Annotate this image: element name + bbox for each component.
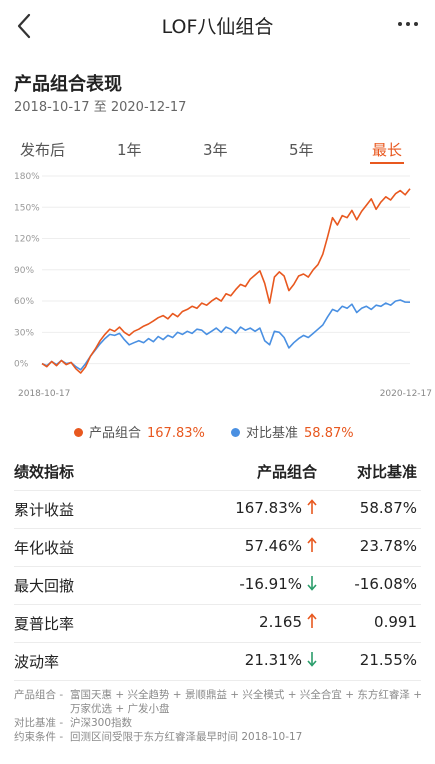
series-line-portfolio: [41, 188, 411, 374]
portfolio-value-text: 167.83%: [235, 499, 302, 517]
portfolio-value-text: 21.31%: [244, 651, 302, 669]
x-tick-label: 2020-12-17: [380, 389, 432, 399]
header-benchmark: 对比基准: [356, 463, 417, 481]
row-divider: [14, 566, 421, 567]
portfolio-value: 21.31%: [245, 651, 317, 669]
legend-benchmark-value: 58.87%: [304, 426, 354, 441]
y-tick-label: 30%: [14, 328, 34, 338]
series-line-benchmark: [41, 299, 411, 371]
chart-legend: 产品组合 167.83% 对比基准 58.87%: [0, 420, 435, 442]
arrow-up-icon: [307, 613, 317, 629]
tab-longest[interactable]: 最长: [372, 141, 403, 159]
footnote-key: 对比基准 -: [14, 717, 64, 729]
benchmark-value: 21.55%: [359, 651, 417, 669]
portfolio-value: 167.83%: [235, 499, 317, 517]
portfolio-value-text: 57.46%: [244, 537, 302, 555]
tab-since-launch[interactable]: 发布后: [20, 141, 66, 159]
arrow-down-icon: [307, 651, 317, 667]
arrow-down-icon: [307, 575, 317, 591]
nav-title: LOF八仙组合: [161, 16, 274, 38]
footnote-portfolio: 产品组合 - 富国天惠 + 兴全趋势 + 景顺鼎益 + 兴全模式 + 兴全合宜 …: [14, 688, 424, 716]
portfolio-value-text: -16.91%: [239, 575, 302, 593]
row-divider: [14, 528, 421, 529]
tab-5-year[interactable]: 5年: [289, 141, 314, 159]
benchmark-value: 0.991: [374, 613, 417, 631]
y-tick-label: 180%: [14, 172, 40, 182]
tab-3-year[interactable]: 3年: [203, 141, 228, 159]
table-row: 波动率 21.31% 21.55%: [0, 642, 435, 680]
legend-portfolio: 产品组合 167.83%: [74, 422, 205, 441]
portfolio-value: 57.46%: [245, 537, 317, 555]
more-icon[interactable]: [393, 10, 423, 38]
benchmark-value: 58.87%: [359, 499, 417, 517]
arrow-up-icon: [307, 537, 317, 553]
legend-benchmark-dot: [231, 428, 240, 437]
performance-chart[interactable]: 180% 150% 120% 90% 60% 30% 0% 2018-10-17 2020-12…: [0, 165, 435, 410]
y-tick-label: 60%: [14, 297, 34, 307]
footnote-key: 产品组合 -: [14, 689, 64, 701]
metric-label: 年化收益: [14, 539, 75, 557]
legend-portfolio-value: 167.83%: [147, 426, 205, 441]
y-tick-label: 0%: [14, 360, 29, 370]
benchmark-value: -16.08%: [354, 575, 417, 593]
date-separator: 至: [93, 100, 107, 115]
legend-portfolio-label: 产品组合: [89, 426, 142, 441]
footnote-key: 约束条件 -: [14, 731, 64, 743]
date-to: 2020-12-17: [110, 100, 187, 115]
legend-portfolio-dot: [74, 428, 83, 437]
legend-benchmark-label: 对比基准: [246, 426, 299, 441]
chart-svg: 180% 150% 120% 90% 60% 30% 0% 2018-10-17 2020-12…: [14, 172, 432, 399]
portfolio-value: -16.91%: [239, 575, 317, 593]
header-metric: 绩效指标: [14, 463, 75, 481]
row-divider: [14, 680, 421, 681]
date-range: 2018-10-17 至 2020-12-17: [14, 96, 186, 115]
x-tick-label: 2018-10-17: [18, 389, 70, 399]
header-portfolio: 产品组合: [256, 463, 317, 481]
footnote-value: 富国天惠 + 兴全趋势 + 景顺鼎益 + 兴全模式 + 兴全合宜 + 东方红睿泽…: [70, 689, 423, 715]
arrow-up-icon: [307, 499, 317, 515]
metric-label: 最大回撤: [14, 577, 75, 595]
table-row: 最大回撤 -16.91% -16.08%: [0, 566, 435, 604]
footnote-value: 沪深300指数: [70, 717, 133, 729]
y-tick-label: 150%: [14, 203, 40, 213]
row-divider: [14, 642, 421, 643]
metric-label: 波动率: [14, 653, 60, 671]
row-divider: [14, 604, 421, 605]
period-tabs: 发布后 1年 3年 5年 最长: [0, 135, 435, 165]
metric-label: 夏普比率: [14, 615, 75, 633]
footnote-constraint: 约束条件 - 回测区间受限于东方红睿泽最早时间 2018-10-17: [14, 730, 424, 744]
y-tick-label: 90%: [14, 266, 34, 276]
table-header-row: 绩效指标 产品组合 对比基准: [0, 452, 435, 490]
metrics-table: 绩效指标 产品组合 对比基准 累计收益 167.83% 58.87% 年化收益 …: [0, 452, 435, 681]
row-divider: [14, 490, 421, 491]
footnote-value: 回测区间受限于东方红睿泽最早时间 2018-10-17: [70, 731, 303, 743]
legend-benchmark: 对比基准 58.87%: [231, 422, 354, 441]
footnotes: 产品组合 - 富国天惠 + 兴全趋势 + 景顺鼎益 + 兴全模式 + 兴全合宜 …: [14, 688, 424, 744]
footnote-benchmark: 对比基准 - 沪深300指数: [14, 716, 424, 730]
y-tick-label: 120%: [14, 235, 40, 245]
metric-label: 累计收益: [14, 501, 75, 519]
table-row: 年化收益 57.46% 23.78%: [0, 528, 435, 566]
portfolio-value-text: 2.165: [259, 613, 302, 631]
active-tab-underline: [370, 162, 404, 164]
back-icon[interactable]: [14, 12, 36, 40]
date-from: 2018-10-17: [14, 100, 90, 115]
tab-1-year[interactable]: 1年: [117, 141, 142, 159]
nav-bar: LOF八仙组合: [0, 0, 435, 50]
benchmark-value: 23.78%: [359, 537, 417, 555]
table-row: 累计收益 167.83% 58.87%: [0, 490, 435, 528]
table-row: 夏普比率 2.165 0.991: [0, 604, 435, 642]
section-title: 产品组合表现: [14, 74, 122, 95]
portfolio-value: 2.165: [259, 613, 317, 631]
